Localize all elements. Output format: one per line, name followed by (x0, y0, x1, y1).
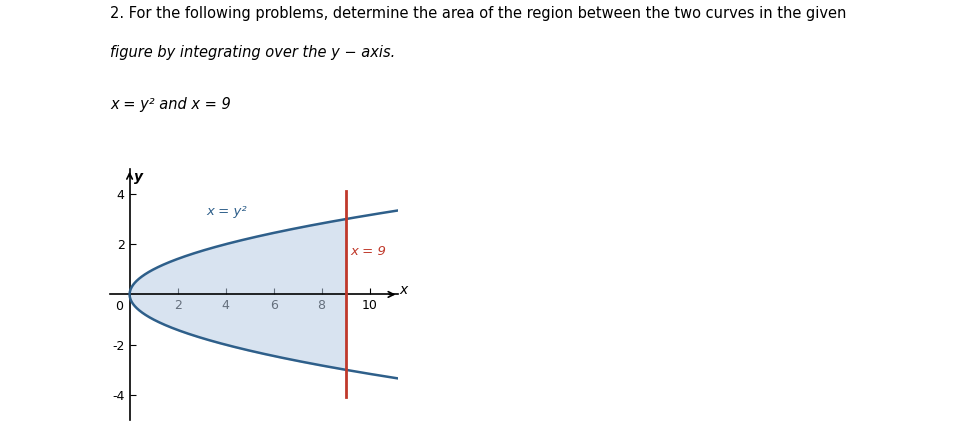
Text: 2. For the following problems, determine the area of the region between the two : 2. For the following problems, determine… (110, 6, 847, 22)
Text: figure by integrating over the y − axis.: figure by integrating over the y − axis. (110, 45, 396, 61)
Text: x = y²: x = y² (206, 205, 247, 218)
Text: x = 9: x = 9 (350, 245, 386, 258)
Text: 0: 0 (115, 300, 124, 313)
Text: y: y (133, 170, 143, 184)
Text: x = y² and x = 9: x = y² and x = 9 (110, 97, 231, 113)
Text: x: x (399, 283, 408, 297)
